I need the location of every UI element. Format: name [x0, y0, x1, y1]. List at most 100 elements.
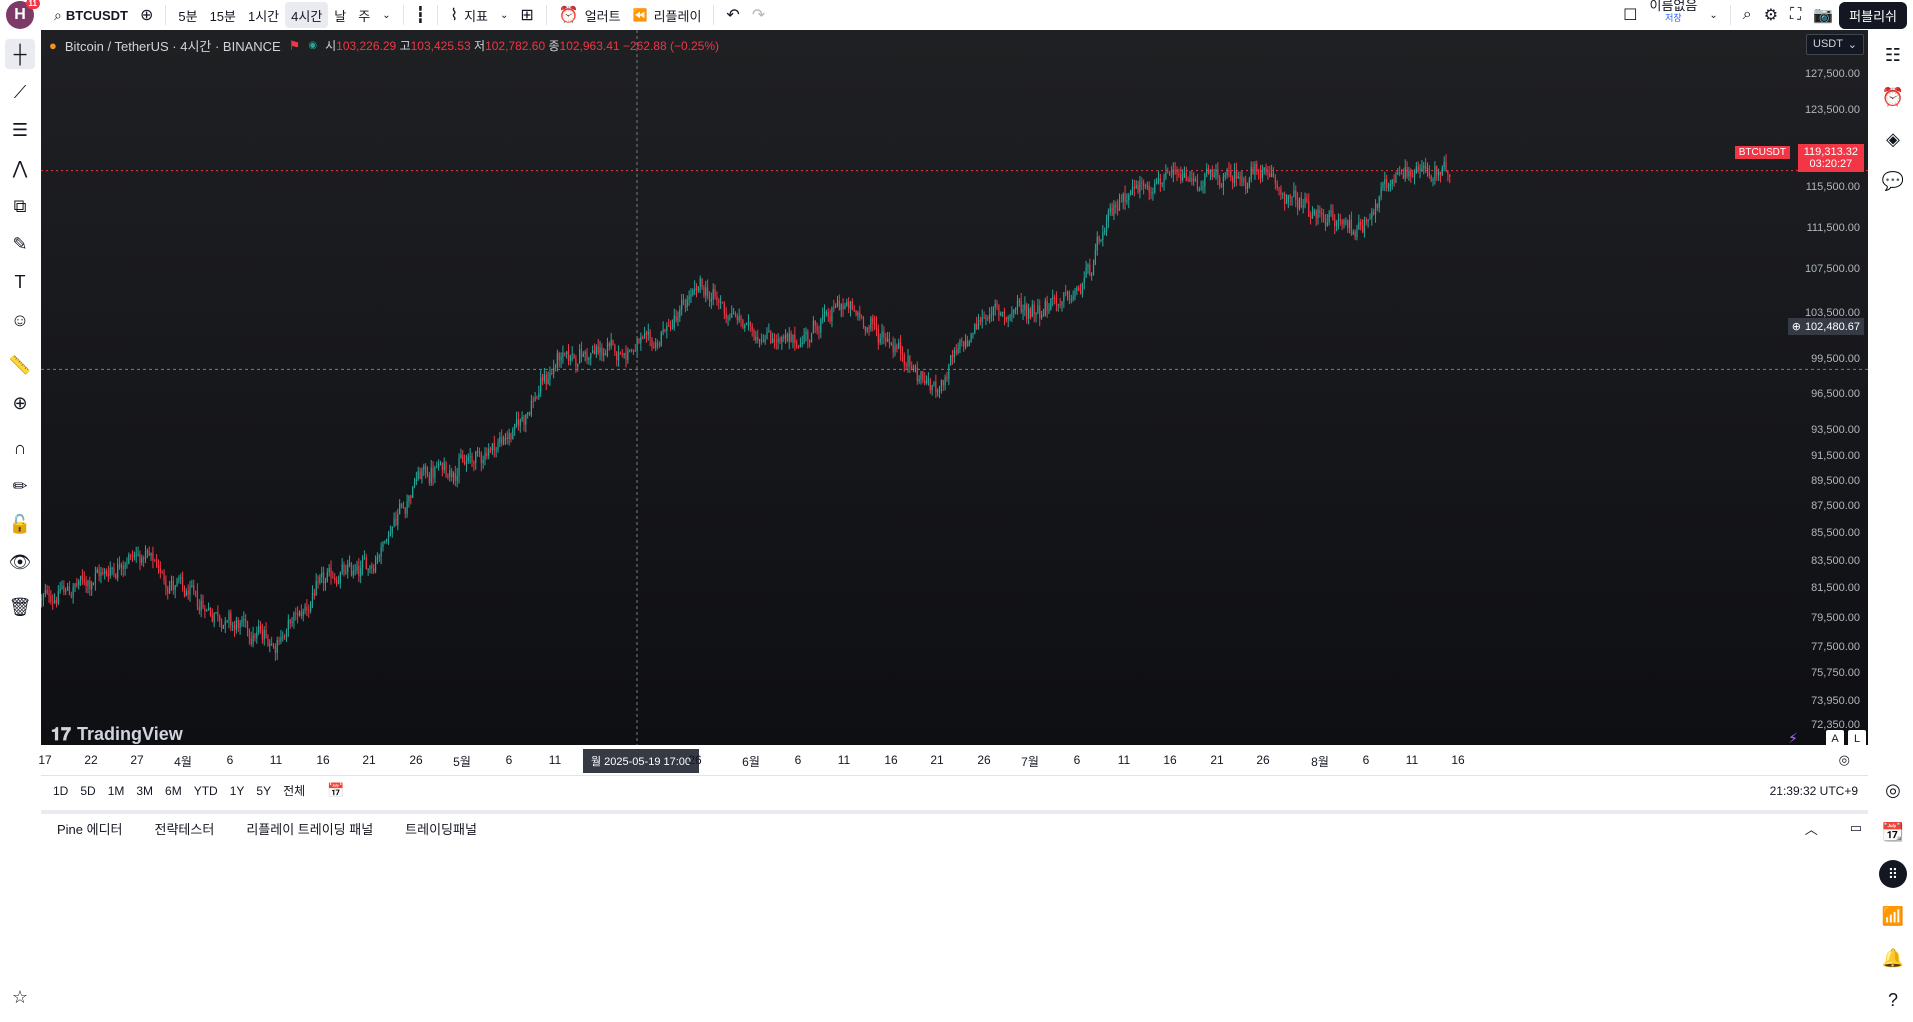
chart-type-button[interactable]: ┇ [410, 0, 432, 30]
candle [118, 556, 121, 570]
chart-legend: ● Bitcoin / TetherUS · 4시간 · BINANCE ⚑ ◉… [49, 36, 719, 55]
candle [111, 566, 113, 576]
candle [1217, 162, 1219, 186]
snapshot-button[interactable]: 📷 [1807, 0, 1839, 30]
time-axis[interactable]: 월 2025-05-19 17:00 ◎ 17 22 27 4월 6 11 16 21 26 5월… [38, 745, 1868, 775]
zoom-tool[interactable]: ⊕ [5, 388, 35, 418]
range-1d[interactable]: 1D [53, 783, 69, 798]
price-tick-label: 73,950.00 [1811, 695, 1860, 707]
range-3m[interactable]: 3M [136, 783, 154, 798]
candle [838, 294, 840, 311]
trendline-tool[interactable]: ⟋ [5, 77, 35, 107]
candle [1215, 164, 1217, 180]
watchlist-button[interactable]: ☷ [1877, 39, 1909, 71]
range-ytd[interactable]: YTD [193, 783, 218, 798]
alerts-button[interactable]: ⏰ [1877, 81, 1909, 113]
range-5d[interactable]: 5D [80, 783, 96, 798]
lightning-icon[interactable]: ⚡ [1788, 730, 1798, 745]
price-axis[interactable]: 127,500.00 123,500.00 115,500.00 111,500.00… [1796, 30, 1868, 745]
range-6m[interactable]: 6M [165, 783, 182, 798]
candle [1204, 172, 1206, 194]
candle [246, 620, 249, 637]
interval-week[interactable]: 주 [358, 8, 371, 24]
help-button[interactable]: ? [1877, 984, 1909, 1016]
goto-date-button[interactable]: 📅 [321, 782, 350, 799]
timezone-clock[interactable]: 21:39:32 UTC+9 [1769, 783, 1858, 798]
indicators-dropdown[interactable]: ⌄ [494, 0, 514, 30]
user-avatar[interactable]: H 11 [6, 0, 40, 29]
fullscreen-button[interactable]: ⛶ [1784, 0, 1807, 30]
candle [797, 344, 800, 349]
plus-circle-icon[interactable]: ⊕ [1791, 321, 1801, 333]
fib-tool[interactable]: ☰ [5, 115, 35, 145]
templates-button[interactable]: ⊞ [514, 0, 539, 30]
crosshair-tool[interactable]: ┼ [5, 39, 35, 69]
candle [566, 350, 568, 359]
compare-symbol-button[interactable]: ⊕ [134, 0, 159, 30]
range-1y[interactable]: 1Y [229, 783, 245, 798]
goto-realtime-icon[interactable]: ◎ [1838, 752, 1850, 767]
range-all[interactable]: 전체 [283, 784, 306, 798]
lock-tool[interactable]: 🔓 [5, 509, 35, 539]
publish-button[interactable]: 퍼블리쉬 [1839, 1, 1907, 29]
magnet-tool[interactable]: ∩ [5, 433, 35, 463]
range-1m[interactable]: 1M [107, 783, 125, 798]
layout-toggle[interactable]: ☐ [1617, 0, 1643, 30]
tab-strategy-tester[interactable]: 전략테스터 [154, 821, 215, 837]
range-5y[interactable]: 5Y [256, 783, 272, 798]
settings-button[interactable]: ⚙ [1758, 0, 1784, 30]
quick-search-button[interactable]: ⌕ [1737, 0, 1758, 30]
undo-button[interactable]: ↶ [720, 0, 745, 30]
streams-button[interactable]: 📶 [1877, 900, 1909, 932]
interval-day[interactable]: 날 [334, 8, 347, 24]
candle [694, 280, 696, 296]
layout-name-button[interactable]: 이름없음 저장 [1643, 0, 1703, 30]
candle [1310, 211, 1312, 225]
price-chart[interactable] [41, 30, 1868, 745]
emoji-tool[interactable]: ☺ [5, 305, 35, 335]
ideas-button[interactable]: ◎ [1877, 774, 1909, 806]
layout-dropdown[interactable]: ⌄ [1703, 0, 1723, 30]
alert-button[interactable]: ⏰ 얼러트 [553, 0, 627, 30]
tab-trading-panel[interactable]: 트레이딩패널 [405, 821, 477, 837]
replay-button[interactable]: ⏪ 리플레이 [627, 0, 708, 30]
stay-drawing-tool[interactable]: ✏ [5, 471, 35, 501]
calendar-button[interactable]: 📆 [1877, 816, 1909, 848]
pattern-tool[interactable]: ⋀ [5, 153, 35, 183]
interval-15m[interactable]: 15분 [209, 8, 236, 24]
redo-button[interactable]: ↷ [746, 0, 771, 30]
brush-tool[interactable]: ✎ [5, 229, 35, 259]
candle [875, 316, 878, 337]
text-tool[interactable]: T [5, 267, 35, 297]
candle [1261, 164, 1263, 182]
chart-pane[interactable]: ● Bitcoin / TetherUS · 4시간 · BINANCE ⚑ ◉… [41, 30, 1868, 745]
remove-drawings-tool[interactable]: 🗑 [5, 592, 35, 622]
log-scale-button[interactable]: L [1848, 730, 1866, 745]
forecast-tool[interactable]: ⧉ [5, 191, 35, 221]
favorites-tool[interactable]: ☆ [5, 982, 35, 1012]
tab-replay-trading[interactable]: 리플레이 트레이딩 패널 [246, 821, 374, 837]
measure-tool[interactable]: 📏 [5, 350, 35, 380]
hide-tool[interactable]: 👁 [5, 547, 35, 577]
interval-5m[interactable]: 5분 [178, 8, 198, 24]
interval-4h[interactable]: 4시간 [285, 2, 329, 28]
tab-pine-editor[interactable]: Pine 에디터 [57, 821, 123, 837]
flag-icon[interactable]: ⚑ [288, 37, 301, 53]
candle [1150, 186, 1152, 200]
indicators-button[interactable]: ⌇ 지표 [444, 0, 494, 30]
interval-dropdown[interactable]: ⌄ [376, 0, 396, 30]
products-button[interactable]: ⠿ [1877, 858, 1909, 890]
chats-button[interactable]: 💬 [1877, 165, 1909, 197]
collapse-panel-button[interactable]: ︿ [1789, 819, 1834, 838]
auto-scale-button[interactable]: A [1826, 730, 1844, 745]
symbol-search[interactable]: ⌕ BTCUSDT [48, 0, 134, 30]
object-tree-button[interactable]: ◈ [1877, 123, 1909, 155]
candle [363, 550, 366, 560]
tradingview-logo[interactable]: 𝟏𝟕 TradingView [51, 724, 183, 745]
candle [1187, 176, 1189, 182]
candle [1298, 197, 1301, 211]
maximize-panel-button[interactable]: ▭ [1834, 820, 1868, 836]
currency-select[interactable]: USDT ⌄ [1806, 34, 1864, 55]
interval-1h[interactable]: 1시간 [247, 8, 280, 24]
notifications-button[interactable]: 🔔 [1877, 942, 1909, 974]
